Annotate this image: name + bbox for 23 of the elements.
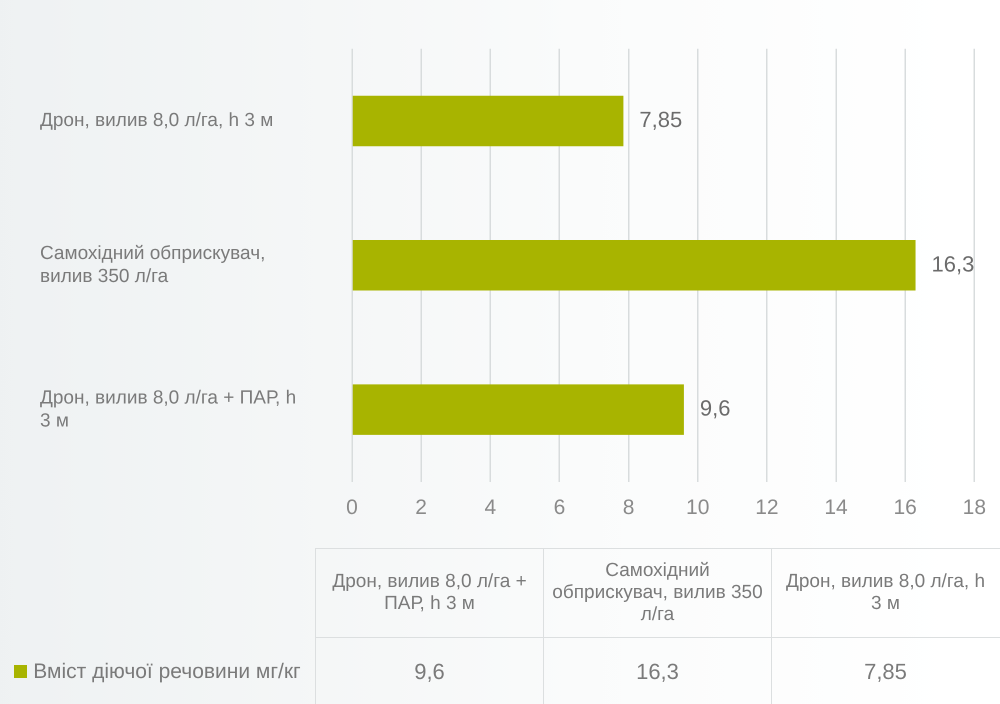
category-label: Дрон, вилив 8,0 л/га + ПАР, h 3 м	[332, 571, 527, 614]
x-tick-label: 4	[484, 496, 496, 520]
text: 16,3	[636, 659, 679, 684]
data-label: 16,3	[932, 251, 974, 276]
y-tick-label: Дрон, вилив 8,0 л/га, h 3 м	[40, 110, 274, 132]
x-tick-label: 8	[622, 496, 634, 520]
category-label: Самохідний обприскувач, вилив 350 л/га	[552, 560, 763, 625]
y-tick-label: Самохідний обприскувач, вилив 350 л/га	[40, 243, 266, 287]
x-tick-label: 6	[554, 496, 566, 520]
x-tick-label: 14	[824, 496, 848, 520]
x-tick-label: 2	[415, 496, 427, 520]
x-tick-label: 0	[346, 496, 358, 520]
legend-label: Вміст діючої речовини мг/кг	[33, 660, 301, 683]
text: 9,6	[414, 659, 445, 684]
x-tick-label: 18	[962, 496, 986, 520]
x-tick-label: 16	[893, 496, 917, 520]
x-tick-label: 12	[755, 496, 779, 520]
x-tick-label: 10	[686, 496, 710, 520]
text: 7,85	[864, 659, 907, 684]
data-label: 7,85	[639, 107, 682, 132]
data-label: 9,6	[700, 396, 730, 421]
category-label: Дрон, вилив 8,0 л/га, h 3 м	[786, 571, 986, 614]
y-tick-label: Дрон, вилив 8,0 л/га + ПАР, h 3 м	[40, 387, 296, 432]
